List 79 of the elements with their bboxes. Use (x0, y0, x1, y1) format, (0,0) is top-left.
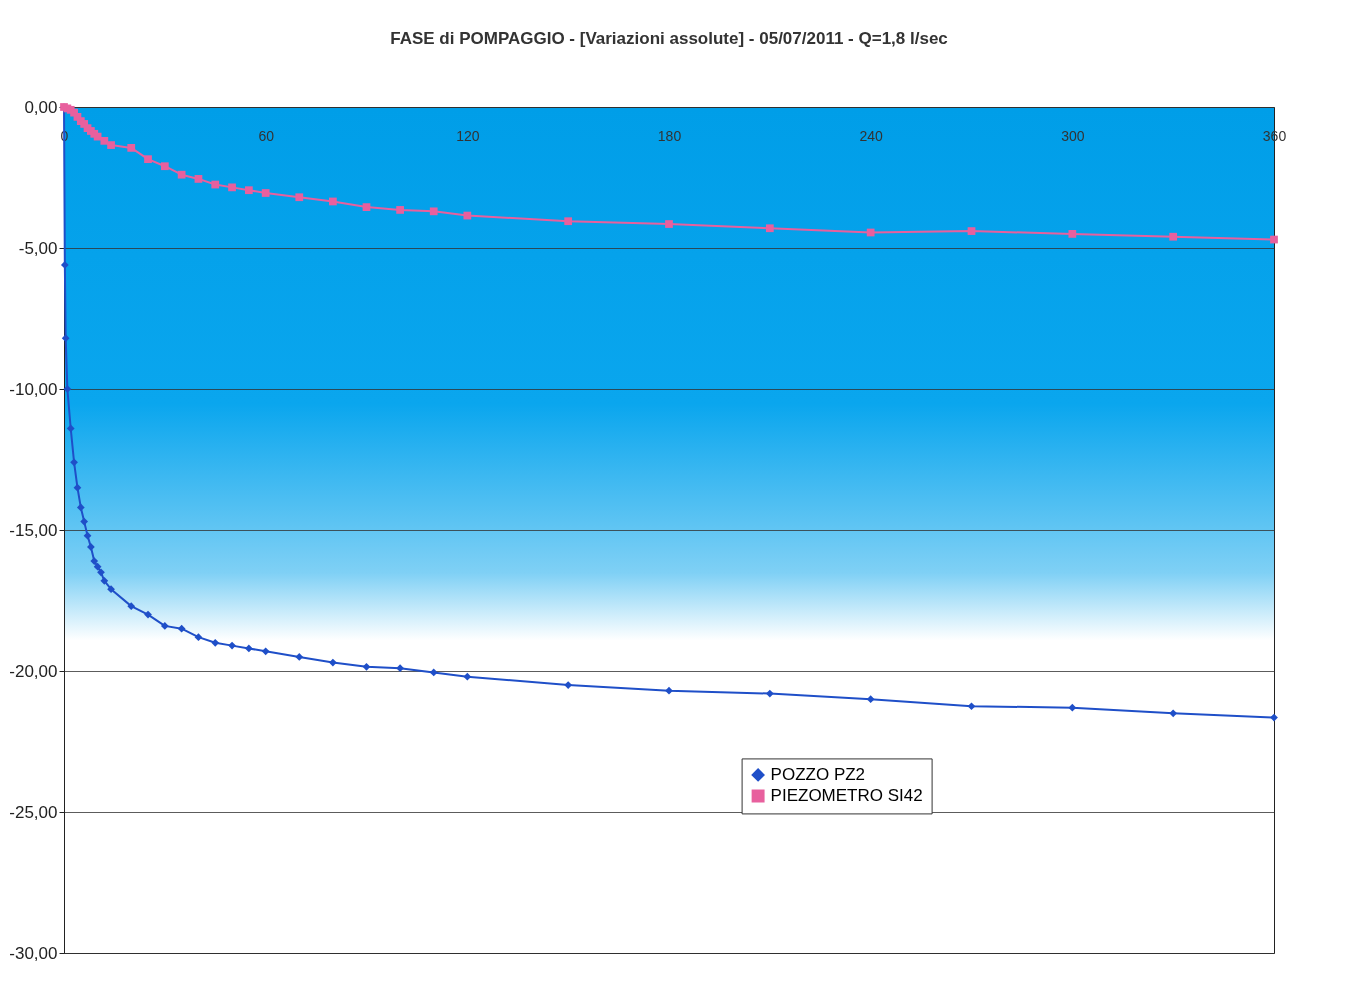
point (177, 170, 186, 179)
chart-title: FASE di POMPAGGIO - [Variazioni assolute] - 05/07/2011 - Q=1,8 l/sec (390, 29, 948, 48)
point (144, 610, 152, 619)
x-tick-label: 180 (657, 127, 682, 144)
point (100, 576, 109, 585)
point (244, 644, 253, 653)
point (194, 175, 203, 183)
y-tick-label: 0,00 (24, 97, 58, 117)
x-tick-label: 360 (1262, 127, 1287, 144)
point (244, 186, 253, 195)
point (60, 261, 69, 269)
y-tick-label: -10,00 (9, 379, 58, 399)
point (329, 197, 337, 206)
point (295, 193, 304, 202)
point (107, 585, 115, 594)
point (765, 689, 774, 698)
point (127, 144, 136, 152)
legend-label: POZZO PZ2 (770, 764, 866, 784)
point (967, 227, 976, 235)
point (329, 658, 337, 667)
point (295, 653, 304, 661)
point (83, 531, 92, 540)
point (429, 668, 438, 677)
point (160, 622, 169, 630)
point (63, 385, 72, 393)
point (107, 141, 115, 149)
point (87, 543, 95, 551)
point (80, 517, 89, 526)
point (463, 211, 472, 220)
point (70, 458, 78, 467)
x-tick-label: 300 (1061, 127, 1085, 144)
point (1169, 709, 1178, 718)
point (97, 568, 105, 577)
point (967, 702, 976, 711)
point (127, 602, 136, 611)
point (61, 334, 70, 343)
point (866, 228, 875, 237)
point (261, 189, 270, 197)
point (362, 662, 371, 671)
point (76, 503, 85, 512)
point (160, 162, 169, 171)
point (429, 207, 438, 216)
point (765, 224, 774, 233)
point (177, 624, 186, 633)
point (90, 557, 99, 565)
point (1068, 703, 1077, 712)
point (194, 633, 203, 642)
point (362, 203, 371, 211)
point (93, 562, 102, 571)
point (665, 220, 673, 228)
point (228, 641, 236, 650)
point (228, 183, 236, 192)
point (396, 664, 404, 673)
point (463, 672, 472, 681)
x-tick-label: 240 (859, 127, 884, 144)
point (1169, 232, 1178, 241)
point (1068, 230, 1077, 238)
y-tick-label: -20,00 (9, 661, 58, 681)
y-tick-label: -25,00 (9, 802, 58, 822)
x-tick-label: 60 (258, 127, 275, 144)
point (1270, 713, 1278, 722)
y-tick-label: -30,00 (9, 943, 58, 963)
x-tick-label: 120 (456, 127, 480, 144)
point (66, 424, 75, 433)
point (144, 155, 152, 164)
point (261, 647, 270, 656)
point (564, 217, 573, 226)
y-tick-label: -15,00 (9, 520, 58, 540)
legend-label: PIEZOMETRO SI42 (770, 785, 923, 805)
point (211, 638, 220, 647)
point (866, 695, 875, 704)
point (396, 206, 404, 214)
point (73, 483, 82, 492)
y-tick-label: -5,00 (18, 238, 58, 258)
point (211, 180, 220, 189)
point (564, 681, 573, 689)
point (100, 136, 109, 145)
point (665, 686, 673, 695)
point (1270, 235, 1278, 244)
